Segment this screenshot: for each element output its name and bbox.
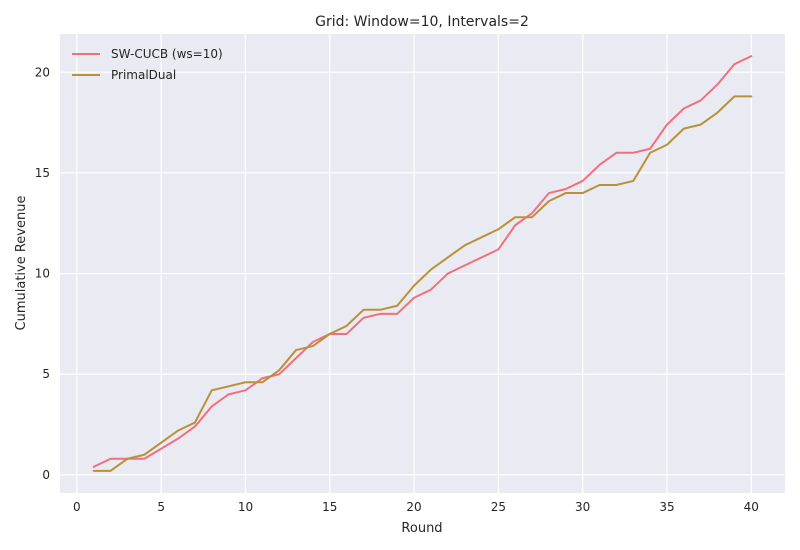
x-tick-label: 25 [491,500,506,514]
y-tick-label: 10 [35,267,50,281]
x-tick-label: 40 [744,500,759,514]
grid-lines [60,34,785,493]
x-tick-label: 0 [73,500,81,514]
x-tick-label: 30 [575,500,590,514]
legend-label-2: PrimalDual [111,68,176,82]
x-tick-label: 35 [659,500,674,514]
series-line-1 [92,55,753,468]
x-tick-label: 5 [157,500,165,514]
y-axis-label: Cumulative Revenue [14,196,29,331]
x-tick-label: 15 [322,500,337,514]
tick-labels: 0 5 10 15 20 25 30 35 40 0 5 10 15 20 [35,65,759,514]
x-tick-label: 20 [406,500,421,514]
legend: SW-CUCB (ws=10) PrimalDual [72,47,223,82]
x-axis-label: Round [401,521,442,536]
x-tick-label: 10 [238,500,253,514]
plot-area [60,34,785,493]
series-layer [92,55,753,472]
y-tick-label: 5 [42,367,50,381]
y-tick-label: 20 [35,65,50,79]
chart-title: Grid: Window=10, Intervals=2 [315,14,529,30]
y-tick-label: 15 [35,166,50,180]
legend-label-1: SW-CUCB (ws=10) [111,47,223,61]
y-tick-label: 0 [42,468,50,482]
series-line-2 [92,95,753,472]
